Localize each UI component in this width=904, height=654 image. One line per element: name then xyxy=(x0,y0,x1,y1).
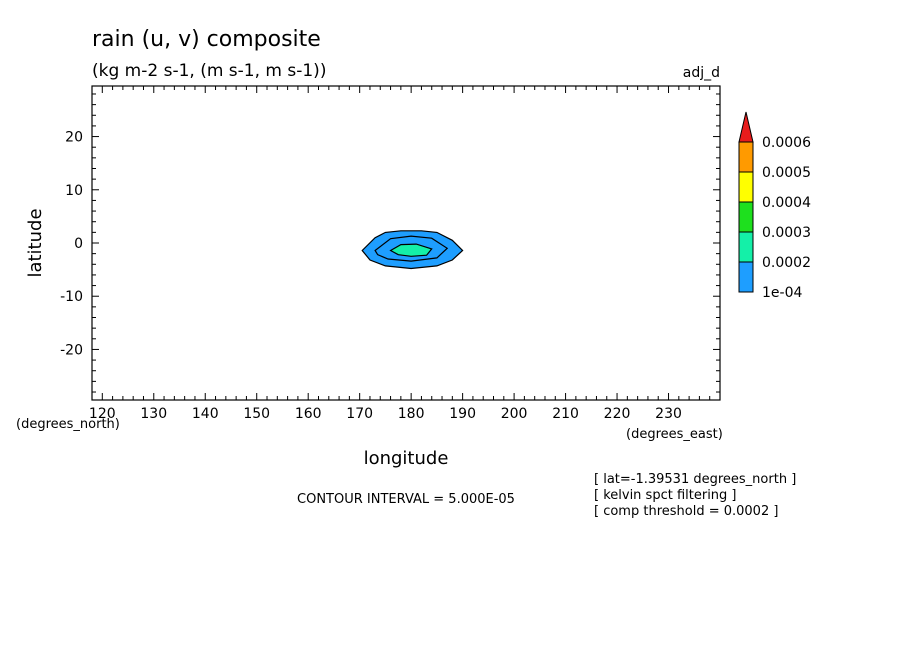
x-tick-label: 170 xyxy=(346,406,373,422)
colorbar: 0.0006 0.0005 0.0004 0.0003 0.0002 1e-04 xyxy=(738,111,811,301)
chart-title: rain (u, v) composite xyxy=(92,27,321,52)
chart-subtitle: (kg m-2 s-1, (m s-1, m s-1)) xyxy=(92,61,326,81)
chart-tag: adj_d xyxy=(683,65,720,81)
y-tick-label: 20 xyxy=(65,130,83,146)
colorbar-arrow xyxy=(738,111,754,143)
y-axis-title: latitude xyxy=(25,208,46,277)
colorbar-label: 0.0004 xyxy=(762,195,811,211)
x-tick-label: 150 xyxy=(243,406,270,422)
x-axis-title: longitude xyxy=(364,448,449,469)
contour-layer xyxy=(361,230,464,270)
contour-level-3 xyxy=(389,243,433,257)
colorbar-swatch xyxy=(738,261,754,293)
x-tick-label: 140 xyxy=(192,406,219,422)
y-units-label: (degrees_north) xyxy=(16,417,120,432)
note-filtering: [ kelvin spct filtering ] xyxy=(594,488,737,503)
y-tick-label: 10 xyxy=(65,183,83,199)
x-tick-label: 130 xyxy=(140,406,167,422)
note-latitude: [ lat=-1.39531 degrees_north ] xyxy=(594,472,796,487)
colorbar-swatch xyxy=(738,231,754,263)
x-tick-label: 230 xyxy=(655,406,682,422)
colorbar-label: 0.0003 xyxy=(762,225,811,241)
colorbar-label: 0.0002 xyxy=(762,255,811,271)
colorbar-swatch xyxy=(738,171,754,203)
axes: 120 130 140 150 160 170 180 190 200 210 220 230 20 10… xyxy=(60,86,721,422)
note-threshold: [ comp threshold = 0.0002 ] xyxy=(594,504,778,519)
colorbar-label: 0.0006 xyxy=(762,135,811,151)
x-tick-label: 200 xyxy=(501,406,528,422)
y-tick-label: 0 xyxy=(74,236,83,252)
y-tick-label: -20 xyxy=(60,342,83,358)
colorbar-label: 1e-04 xyxy=(762,285,802,301)
x-units-label: (degrees_east) xyxy=(626,427,723,442)
y-tick-label: -10 xyxy=(60,289,83,305)
x-tick-label: 190 xyxy=(449,406,476,422)
colorbar-swatch xyxy=(738,141,754,173)
plot-frame xyxy=(91,85,721,401)
x-tick-label: 220 xyxy=(604,406,631,422)
x-tick-label: 120 xyxy=(89,406,116,422)
x-tick-label: 210 xyxy=(552,406,579,422)
x-tick-label: 160 xyxy=(295,406,322,422)
contour-interval-label: CONTOUR INTERVAL = 5.000E-05 xyxy=(297,492,515,507)
x-tick-label: 180 xyxy=(398,406,425,422)
colorbar-label: 0.0005 xyxy=(762,165,811,181)
colorbar-swatch xyxy=(738,201,754,233)
